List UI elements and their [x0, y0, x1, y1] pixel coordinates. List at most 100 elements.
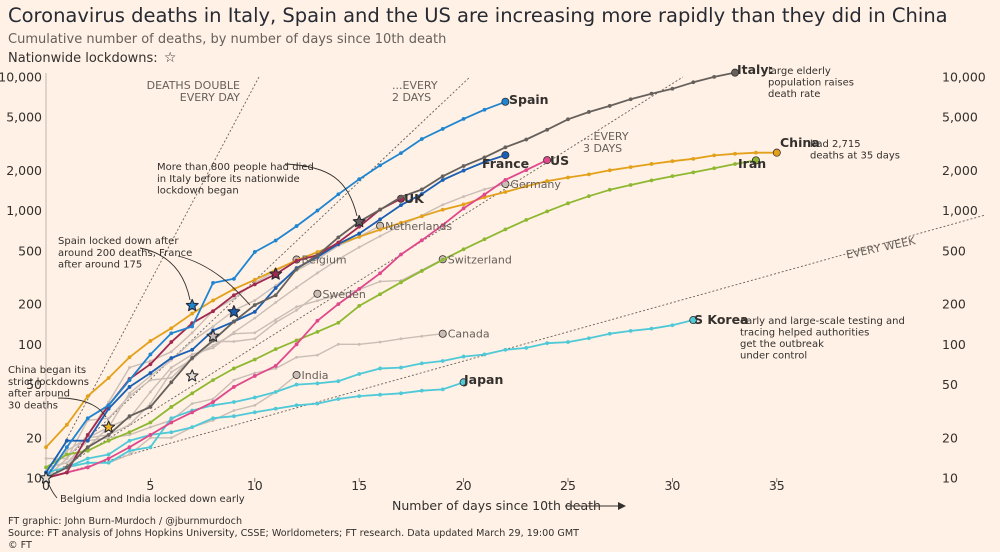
y-tick-label-left: 20	[26, 430, 42, 445]
x-tick-label: 10	[247, 478, 263, 493]
series-label-germany: Germany	[510, 178, 561, 191]
y-tick-label-right: 10	[942, 471, 958, 486]
data-point-china	[503, 190, 508, 194]
data-point-us	[440, 223, 445, 227]
data-point-china	[566, 175, 570, 180]
data-point-iran	[252, 357, 257, 362]
data-point-canada	[295, 355, 298, 359]
lockdown-stars	[39, 214, 366, 484]
italy-note: population raises	[768, 78, 854, 89]
data-point-s-korea	[294, 382, 299, 387]
data-point-us	[273, 363, 278, 368]
y-tick-label-right: 500	[942, 243, 966, 258]
series-label-canada: Canada	[448, 328, 490, 341]
annotation-connector	[57, 397, 107, 418]
data-point-italy	[399, 195, 403, 199]
data-point-japan	[190, 425, 195, 430]
data-point-sweden	[65, 449, 69, 453]
data-point-canada	[336, 342, 340, 346]
data-point-s-korea	[127, 448, 132, 453]
data-point-belgium	[128, 366, 131, 369]
series-label-us: US	[550, 153, 569, 168]
data-point-italy	[294, 267, 299, 271]
data-point-uk	[85, 433, 90, 437]
data-point-japan	[85, 456, 90, 461]
annotation-connector	[284, 163, 358, 217]
lockdown-star-icon	[185, 298, 199, 312]
y-tick-label-left: 100	[18, 337, 42, 352]
data-point-s-korea	[482, 352, 487, 357]
data-point-us	[127, 445, 132, 450]
data-point-japan	[294, 403, 299, 408]
footer-credit: FT graphic: John Burn-Murdoch / @jburnmu…	[8, 516, 243, 527]
data-point-s-korea	[252, 395, 257, 400]
data-point-canada	[211, 397, 215, 401]
data-point-spain	[169, 331, 174, 336]
data-point-india	[232, 409, 236, 412]
series-line-spain	[45, 100, 506, 479]
data-point-sweden	[128, 423, 131, 427]
data-point-germany	[253, 316, 257, 320]
data-point-switzerland	[169, 376, 173, 380]
y-tick-label-left: 1,000	[6, 203, 42, 218]
data-point-canada	[420, 334, 424, 338]
data-point-japan	[336, 397, 341, 401]
series-label-netherlands: Netherlands	[385, 220, 452, 233]
lockdown-star-icon	[269, 267, 283, 280]
data-point-italy	[691, 80, 696, 85]
data-point-canada	[316, 353, 319, 357]
series-label-switzerland: Switzerland	[448, 253, 512, 266]
end-marker-us	[543, 156, 552, 165]
data-point-canada	[274, 367, 278, 370]
data-point-iran	[336, 320, 341, 325]
x-axis-label: Number of days since 10th death	[392, 498, 601, 513]
data-point-china	[586, 172, 591, 177]
annotation-connector	[177, 255, 251, 306]
y-tick-label-right: 2,000	[942, 163, 978, 178]
data-point-italy	[127, 414, 132, 419]
series-label-s-korea: S Korea	[694, 312, 749, 327]
annotation-text: Spain locked down after	[58, 236, 179, 247]
data-point-switzerland	[232, 332, 236, 336]
end-marker-india	[292, 370, 301, 379]
series-label-sweden: Sweden	[322, 288, 365, 301]
data-point-france	[378, 217, 382, 222]
data-point-sweden	[169, 370, 173, 374]
data-point-spain	[440, 127, 445, 131]
data-point-france	[419, 192, 424, 196]
lockdown-star-icon	[206, 329, 220, 342]
data-point-germany	[149, 390, 152, 394]
y-tick-label-right: 10,000	[942, 70, 986, 85]
data-point-italy	[649, 91, 654, 96]
annotation-connector	[139, 247, 191, 301]
data-point-china	[545, 179, 550, 183]
data-point-belgium	[190, 331, 194, 335]
series-label-india: India	[302, 369, 329, 382]
data-point-germany	[274, 300, 278, 304]
doubling-guide-label: ...EVERY	[392, 79, 438, 92]
data-point-us	[378, 271, 382, 276]
data-point-us	[503, 177, 508, 182]
data-point-s-korea	[607, 331, 612, 336]
end-marker-sweden	[313, 289, 322, 298]
data-point-italy	[712, 74, 717, 79]
page-title: Coronavirus deaths in Italy, Spain and t…	[8, 4, 948, 27]
y-tick-label-left: 500	[18, 243, 42, 258]
data-point-india	[128, 453, 131, 456]
data-point-iran	[315, 329, 320, 334]
data-point-canada	[378, 340, 382, 344]
lockdown-legend: Nationwide lockdowns: ☆	[8, 50, 176, 66]
x-tick-label: 5	[146, 478, 154, 493]
data-point-iran	[106, 438, 111, 443]
data-point-iran	[670, 174, 675, 179]
data-point-iran	[440, 257, 445, 262]
data-point-switzerland	[316, 299, 319, 303]
data-point-us	[482, 192, 487, 197]
data-point-us	[315, 318, 320, 323]
data-point-china	[127, 355, 132, 360]
data-point-china	[169, 326, 174, 331]
series-line-uk	[45, 197, 402, 479]
data-point-us	[399, 252, 403, 257]
data-point-china	[252, 277, 257, 282]
